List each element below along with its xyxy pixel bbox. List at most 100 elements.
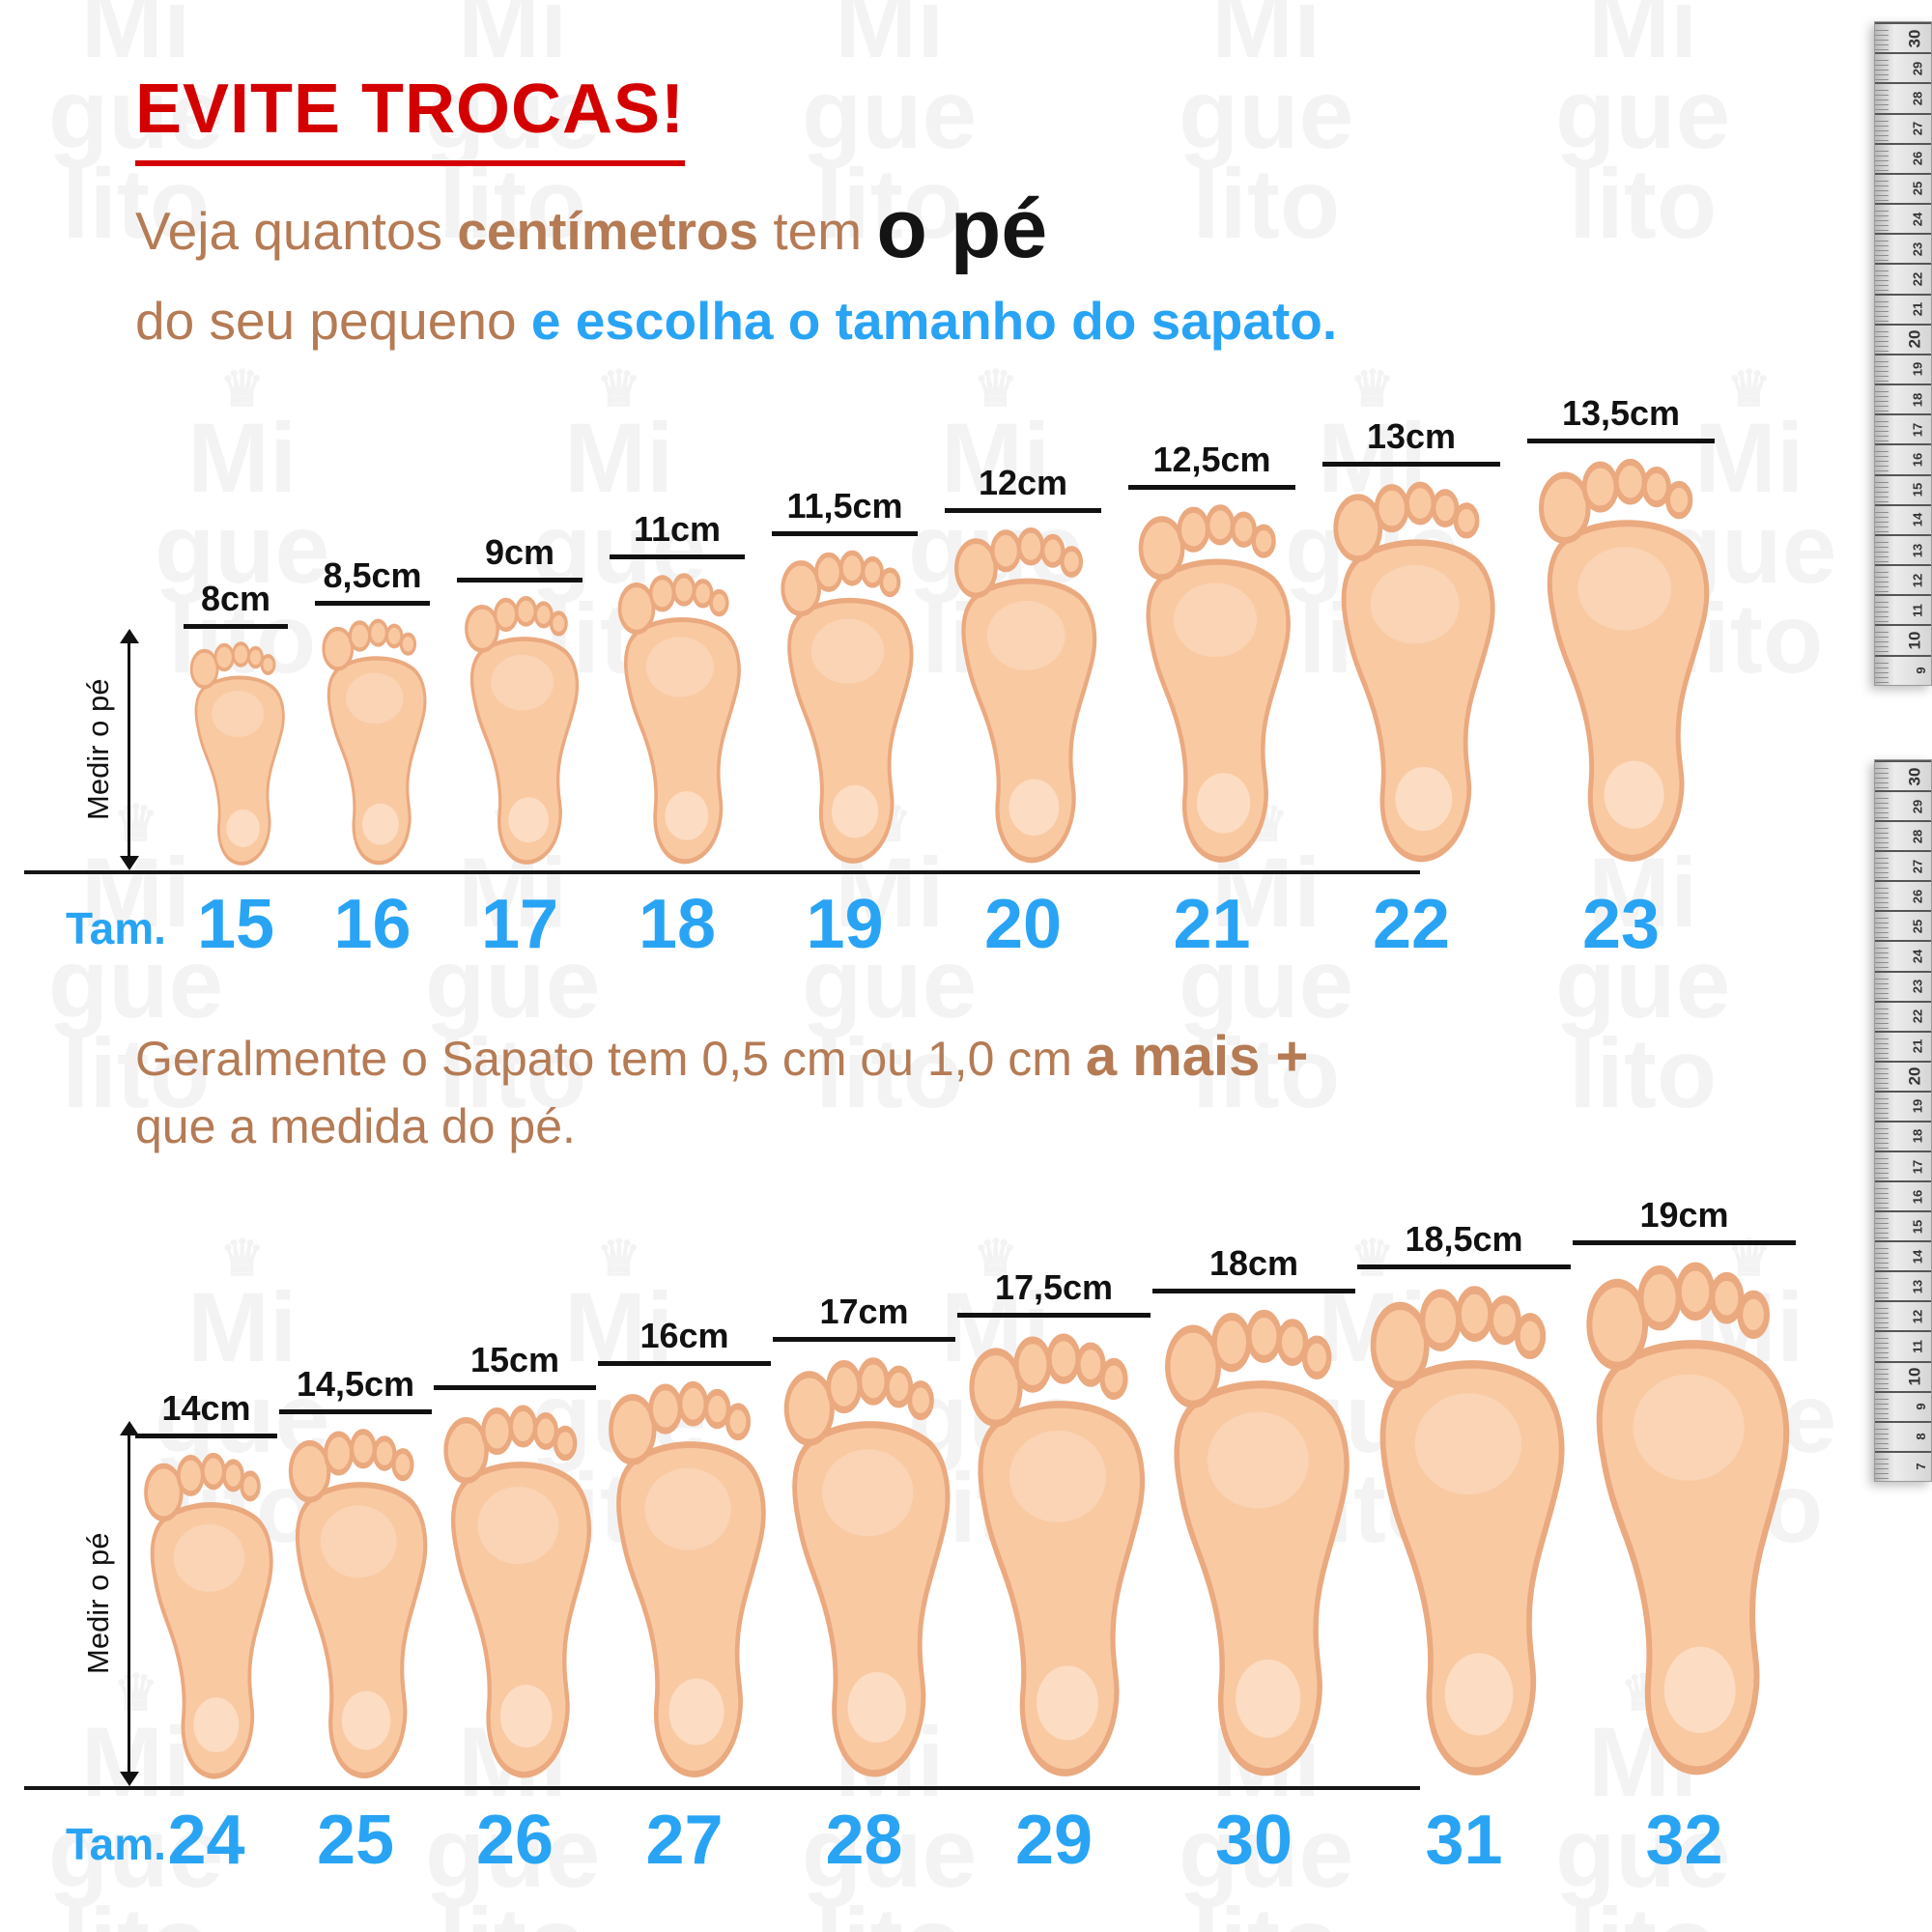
measurement-label: 19cm xyxy=(1573,1195,1796,1245)
ruler-ticks xyxy=(1875,1394,1889,1421)
ruler-ticks xyxy=(1875,1334,1889,1361)
arrow-down-icon xyxy=(119,1772,139,1786)
foot-illustration xyxy=(1322,476,1500,870)
ruler-ticks xyxy=(1875,207,1889,234)
watermark: ♛Miguelito xyxy=(1555,0,1730,253)
watermark-text: Mi xyxy=(155,409,329,507)
subtitle-text-blue: e escolha o tamanho do sapato. xyxy=(530,291,1338,351)
ruler-number: 20 xyxy=(1905,329,1924,349)
watermark-text: gue xyxy=(48,65,223,163)
watermark: ♛Miguelito xyxy=(1662,364,1836,688)
ruler-ticks xyxy=(1875,1004,1889,1031)
ruler-cm-block: 26 xyxy=(1875,142,1931,173)
foot-illustration xyxy=(1357,1279,1571,1786)
ruler-ticks xyxy=(1875,327,1889,354)
ruler-cm-block: 29 xyxy=(1875,790,1931,821)
ruler-number: 28 xyxy=(1910,829,1925,843)
ruler-cm-block: 10 xyxy=(1875,1360,1931,1391)
watermark-text: lito xyxy=(48,1025,223,1123)
ruler-ticks xyxy=(1875,267,1889,294)
ruler-number: 22 xyxy=(1910,1009,1925,1024)
watermark-text: lito xyxy=(1179,156,1353,254)
ruler-number: 11 xyxy=(1910,603,1925,617)
crown-icon: ♛ xyxy=(531,1234,706,1284)
ruler-cm-block: 14 xyxy=(1875,503,1931,534)
subtitle-text: Veja quantos xyxy=(135,201,458,261)
watermark-text: lito xyxy=(802,1025,977,1123)
watermark: ♛Miguelito xyxy=(48,1668,223,1932)
ruler-cm-block: 30 xyxy=(1875,22,1931,53)
watermark-text: Mi xyxy=(1179,0,1353,72)
foot-column: 16cm xyxy=(598,1316,771,1786)
ruler-ticks xyxy=(1875,914,1889,941)
ruler-cm-block: 27 xyxy=(1875,112,1931,143)
ruler-bottom: 30 29 28 27 26 25 24 23 22 21 20 19 18 17 16 15 14 13 12 11… xyxy=(1874,759,1932,1482)
ruler-ticks xyxy=(1875,1154,1889,1181)
ruler-ticks xyxy=(1875,237,1889,264)
foot-illustration xyxy=(610,569,745,870)
ruler-number: 24 xyxy=(1910,212,1925,226)
foot-column: 17cm xyxy=(773,1292,955,1786)
watermark: ♛Miguelito xyxy=(48,799,223,1123)
size-number: 20 xyxy=(983,886,1063,963)
ruler-ticks xyxy=(1875,356,1889,384)
size-number: 29 xyxy=(1014,1802,1094,1879)
ruler-number: 19 xyxy=(1910,1099,1925,1114)
watermark: ♛Miguelito xyxy=(155,364,329,688)
measurement-label: 13cm xyxy=(1322,416,1500,467)
ruler-cm-block: 29 xyxy=(1875,52,1931,83)
size-number: 22 xyxy=(1372,886,1451,963)
watermark-text: gue xyxy=(425,1804,600,1902)
foot-illustration xyxy=(457,592,582,870)
watermark-text: Mi xyxy=(1555,0,1730,72)
baseline-bottom xyxy=(24,1786,1420,1790)
ruler-number: 9 xyxy=(1913,667,1928,674)
foot-column: 13cm xyxy=(1322,416,1500,870)
watermark-text: gue xyxy=(1179,934,1353,1033)
watermark: ♛Miguelito xyxy=(48,0,223,253)
size-number: 19 xyxy=(806,886,884,963)
ruler-number: 23 xyxy=(1910,242,1925,257)
ruler-number: 15 xyxy=(1910,1219,1925,1234)
ruler-number: 17 xyxy=(1910,1159,1925,1174)
measurement-label: 18,5cm xyxy=(1357,1219,1571,1269)
ruler-number: 20 xyxy=(1905,1066,1924,1086)
foot-illustration xyxy=(1527,453,1715,870)
watermark-text: Mi xyxy=(531,1278,706,1377)
ruler-number: 12 xyxy=(1910,1309,1925,1324)
foot-column: 14,5cm xyxy=(279,1364,432,1786)
ruler-ticks xyxy=(1875,1424,1889,1451)
ruler-ticks xyxy=(1875,1034,1889,1061)
note-line1: Geralmente o Sapato tem 0,5 cm ou 1,0 cm… xyxy=(135,1020,1308,1094)
crown-icon: ♛ xyxy=(531,364,706,414)
measurement-label: 11,5cm xyxy=(772,486,918,536)
ruler-ticks xyxy=(1875,1304,1889,1331)
ruler-number: 14 xyxy=(1910,513,1925,527)
subtitle-text-bold: centímetros xyxy=(457,201,759,261)
watermark: ♛Miguelito xyxy=(1179,0,1353,254)
crown-icon: ♛ xyxy=(908,1234,1083,1284)
watermark-text: gue xyxy=(802,1804,977,1902)
page-title: EVITE TROCAS! xyxy=(135,70,686,166)
foot-illustration xyxy=(1128,499,1295,870)
sizes-row-bottom: 24 25 26 27 28 29 30 31 32 xyxy=(135,1801,1796,1880)
ruler-ticks xyxy=(1875,1214,1889,1241)
size-number: 30 xyxy=(1214,1802,1293,1879)
size-number: 31 xyxy=(1425,1802,1503,1879)
measurement-label: 11cm xyxy=(610,509,745,559)
ruler-top: 30 29 28 27 26 25 24 23 22 21 20 19 18 17 16 15 14 13 12 11… xyxy=(1874,21,1932,686)
watermark-text: Mi xyxy=(1662,409,1836,507)
crown-icon: ♛ xyxy=(48,799,223,849)
ruler-number: 24 xyxy=(1910,949,1925,964)
note-text-bold: a mais + xyxy=(1085,1025,1309,1088)
ruler-ticks xyxy=(1875,146,1889,173)
watermark-text: gue xyxy=(1555,1804,1730,1902)
foot-column: 12cm xyxy=(945,463,1101,870)
note-line2: que a medida do pé. xyxy=(135,1094,1308,1158)
measurement-label: 8cm xyxy=(184,579,288,629)
foot-column: 18,5cm xyxy=(1357,1219,1571,1786)
note-text: Geralmente o Sapato tem 0,5 cm ou 1,0 cm xyxy=(135,1032,1086,1086)
crown-icon: ♛ xyxy=(908,364,1083,414)
ruler-ticks xyxy=(1875,1094,1889,1121)
